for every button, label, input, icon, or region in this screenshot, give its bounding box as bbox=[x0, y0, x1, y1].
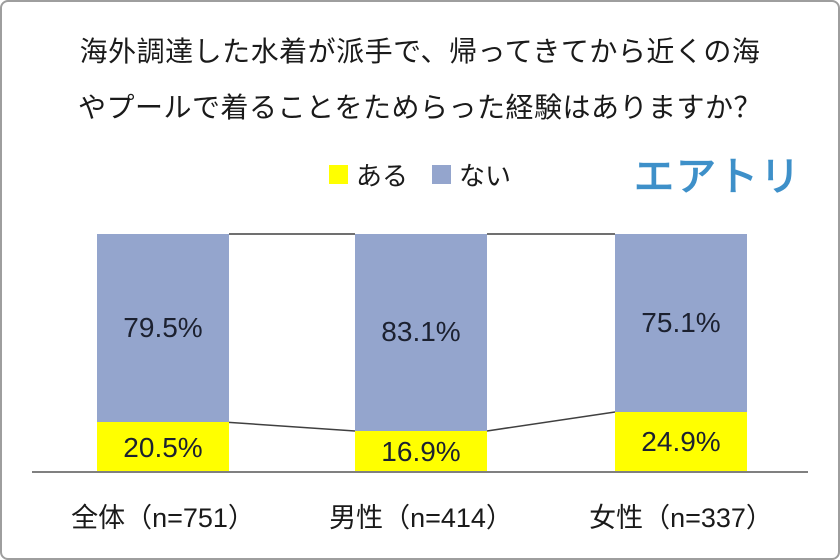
value-label-aru: 16.9% bbox=[381, 435, 461, 467]
category-label: 男性（n=414） bbox=[329, 503, 513, 533]
legend-swatch-icon bbox=[432, 164, 451, 184]
bar-segment-aru bbox=[355, 430, 487, 471]
bar-segment-aru bbox=[615, 411, 747, 471]
series-connector-line bbox=[228, 421, 356, 432]
bar-segment-nai bbox=[615, 234, 747, 412]
legend-label: ある bbox=[355, 160, 408, 191]
chart-title: 海外調達した水着が派手で、帰ってきてから近くの海 やプールで着ることをためらった… bbox=[2, 24, 838, 136]
legend-item-0: ある bbox=[328, 156, 408, 193]
value-label-nai: 83.1% bbox=[381, 316, 461, 348]
bar-segment-nai bbox=[97, 234, 229, 423]
chart-title-line1: 海外調達した水着が派手で、帰ってきてから近くの海 bbox=[79, 36, 761, 67]
legend-swatch-icon bbox=[328, 164, 348, 184]
value-label-aru: 24.9% bbox=[641, 426, 721, 458]
category-label: 全体（n=751） bbox=[71, 503, 255, 533]
bar-segment-aru bbox=[97, 422, 229, 471]
legend: ある ない bbox=[2, 156, 838, 193]
legend-label: ない bbox=[459, 160, 512, 191]
bar-segment-nai bbox=[355, 234, 487, 431]
series-connector-line bbox=[486, 411, 616, 432]
category-label: 女性（n=337） bbox=[589, 503, 773, 533]
legend-item-1: ない bbox=[432, 156, 511, 193]
x-axis-line bbox=[32, 471, 808, 473]
value-label-nai: 75.1% bbox=[641, 306, 721, 338]
chart-title-line2: やプールで着ることをためらった経験はありますか？ bbox=[77, 92, 762, 123]
airtrip-logo: エアトリ bbox=[634, 155, 802, 199]
value-label-nai: 79.5% bbox=[123, 312, 203, 344]
value-label-aru: 20.5% bbox=[123, 431, 203, 463]
